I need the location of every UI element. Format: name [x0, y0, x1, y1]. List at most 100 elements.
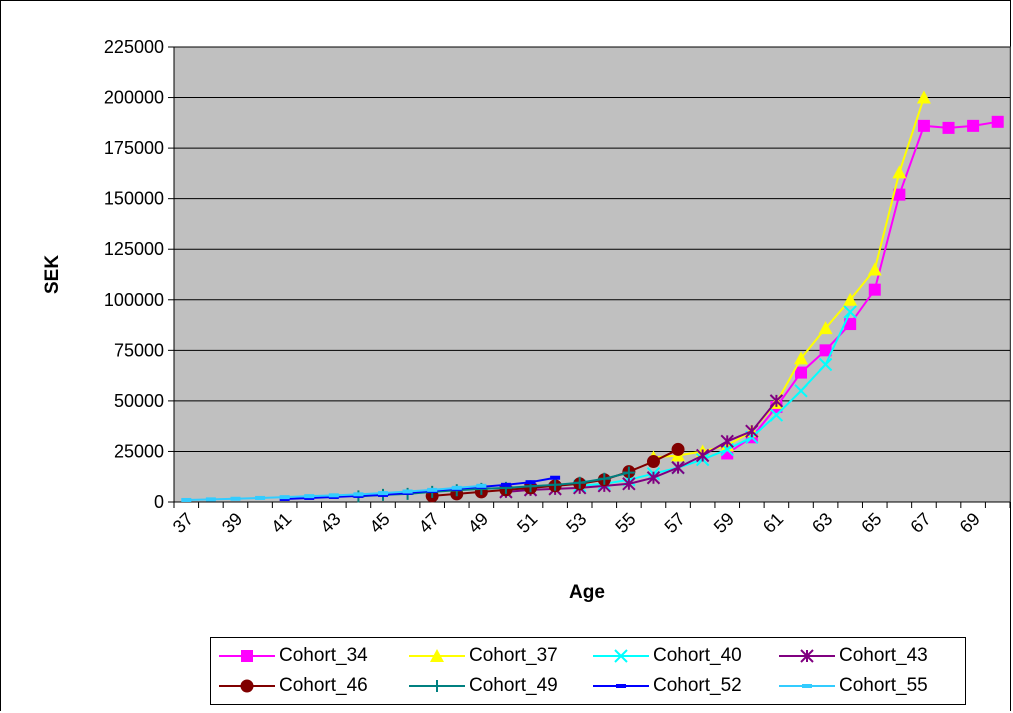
data-point [550, 475, 561, 480]
data-point [328, 493, 339, 498]
legend-marker [779, 684, 835, 688]
legend-item: Cohort_37 [407, 642, 558, 670]
x-tick-label: 49 [464, 509, 492, 537]
plot-area [173, 46, 1011, 503]
x-tick-label: 45 [366, 509, 394, 537]
y-tick-label: 150000 [104, 189, 164, 209]
data-point [378, 491, 388, 496]
data-point [646, 471, 661, 485]
data-point [916, 90, 931, 104]
data-point [181, 497, 192, 502]
data-point [745, 424, 759, 438]
legend-symbol [616, 684, 626, 688]
legend-label: Cohort_52 [653, 675, 742, 696]
series-cohort-55 [181, 483, 487, 502]
data-point [917, 119, 930, 132]
data-point [818, 357, 833, 372]
x-tick-label: 39 [218, 509, 246, 537]
legend-marker [593, 649, 649, 663]
data-point [353, 492, 364, 497]
data-point [622, 466, 635, 479]
legend-item: Cohort_52 [591, 672, 742, 700]
data-point [942, 121, 955, 134]
x-axis-title: Age [569, 582, 605, 603]
data-point [818, 321, 833, 335]
x-tick-label: 41 [267, 509, 295, 537]
legend-label: Cohort_40 [653, 645, 742, 666]
data-point [573, 476, 586, 489]
data-point [304, 494, 315, 499]
data-point [867, 262, 882, 276]
data-point [279, 495, 290, 500]
data-point [427, 487, 438, 492]
x-tick-label: 67 [906, 509, 934, 537]
legend-symbol [431, 680, 443, 692]
x-tick-label: 65 [857, 509, 885, 537]
legend-symbol [241, 650, 253, 662]
data-point [646, 455, 660, 469]
data-point [819, 344, 832, 357]
data-point [843, 305, 857, 319]
data-point [525, 480, 536, 485]
legend-marker [219, 679, 275, 693]
x-tick-label: 51 [513, 509, 541, 537]
x-tick-label: 57 [661, 509, 689, 537]
data-point [695, 448, 710, 463]
data-point [844, 318, 857, 331]
data-point [868, 283, 881, 296]
data-point [500, 482, 511, 487]
data-point [769, 408, 784, 422]
legend-label: Cohort_37 [469, 645, 558, 666]
legend-label: Cohort_49 [469, 675, 558, 696]
data-point [991, 115, 1004, 128]
legend-symbol [240, 679, 254, 693]
legend-symbol [430, 649, 444, 662]
data-point [230, 496, 241, 501]
legend-label: Cohort_34 [279, 645, 368, 666]
x-tick-label: 69 [956, 509, 984, 537]
data-point [549, 478, 562, 491]
legend-symbol [800, 649, 814, 663]
y-tick-label: 75000 [114, 340, 164, 360]
data-point [843, 292, 858, 306]
data-point [451, 485, 462, 490]
x-tick-label: 53 [562, 509, 590, 537]
legend-label: Cohort_46 [279, 675, 368, 696]
legend-marker [409, 680, 465, 692]
legend-symbol [802, 684, 812, 688]
data-point [769, 394, 784, 408]
y-tick-label: 100000 [104, 290, 164, 310]
legend-marker [593, 684, 649, 688]
y-axis-title: SEK [42, 255, 63, 294]
legend-symbol [614, 649, 628, 663]
data-point [794, 351, 808, 365]
legend-item: Cohort_49 [407, 672, 558, 700]
data-point [622, 477, 636, 491]
data-point [402, 489, 413, 494]
data-point [794, 384, 808, 398]
x-tick-label: 55 [611, 509, 639, 537]
legend-marker [219, 650, 275, 662]
data-point [205, 497, 216, 502]
x-tick-label: 59 [710, 509, 738, 537]
data-point [671, 442, 685, 456]
data-point [795, 366, 807, 379]
data-point [893, 188, 906, 201]
legend-label: Cohort_55 [839, 675, 928, 696]
legend-marker [409, 649, 465, 662]
data-point [476, 483, 487, 488]
y-tick-label: 200000 [104, 88, 164, 108]
data-point [892, 165, 907, 179]
data-point [720, 434, 734, 449]
legend-item: Cohort_34 [217, 642, 368, 670]
x-tick-label: 43 [316, 509, 344, 537]
chart-legend: Cohort_34 Cohort_37 Cohort_40 Cohort_43 Coho… [210, 637, 966, 705]
data-point [671, 460, 685, 475]
data-point [255, 495, 266, 500]
legend-item: Cohort_55 [777, 672, 928, 700]
legend-item: Cohort_40 [591, 642, 742, 670]
y-tick-label: 50000 [114, 391, 164, 411]
y-tick-label: 0 [154, 492, 164, 512]
y-tick-label: 225000 [104, 37, 164, 57]
